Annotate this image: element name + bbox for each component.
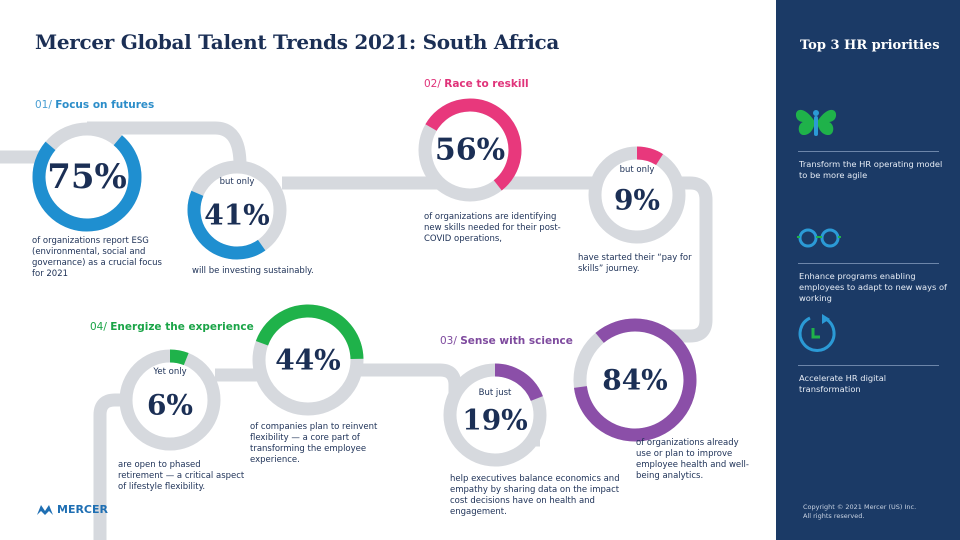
ring-progress-arc: [443, 363, 547, 467]
stat-description: of companies plan to reinvent flexibilit…: [250, 422, 378, 465]
priority-3-text: Accelerate HR digital transformation: [799, 373, 887, 394]
mercer-logo: MERCER: [37, 503, 108, 516]
section-01-heading: 01/ Focus on futures: [35, 99, 154, 111]
section-label: Race to reskill: [444, 78, 529, 90]
stat-description: help executives balance economics and em…: [450, 474, 620, 517]
stat-percent: 9%: [613, 183, 661, 217]
divider: [798, 263, 939, 264]
stat-description: will be investing sustainably.: [192, 266, 314, 276]
stat-description: are open to phased retirement — a critic…: [118, 460, 245, 492]
section-number: 03/: [440, 335, 457, 347]
ring-progress-arc: [32, 122, 142, 232]
stat-description: have started their “pay for skills” jour…: [578, 253, 692, 274]
divider: [798, 365, 939, 366]
section-03-heading: 03/ Sense with science: [440, 335, 573, 347]
copyright-line: All rights reserved.: [803, 512, 865, 520]
stat-percent: 19%: [462, 403, 528, 437]
stat-percent: 56%: [434, 132, 506, 168]
mercer-logo-icon: [37, 504, 53, 515]
page-title: Mercer Global Talent Trends 2021: South …: [35, 30, 560, 54]
ring-progress-arc: [187, 160, 287, 260]
stat-prefix: but only: [219, 177, 255, 187]
stat-percent: 84%: [602, 363, 668, 397]
stat-percent: 6%: [146, 388, 194, 422]
stat-percent: 41%: [204, 198, 270, 232]
clock-refresh-icon: [798, 314, 836, 352]
hr-priorities-panel: Top 3 HR priorities Transform the HR ope…: [776, 0, 960, 540]
divider: [798, 151, 939, 152]
priority-2-text: Enhance programs enabling employees to a…: [799, 271, 947, 303]
path-graphic: [0, 98, 713, 540]
ring-progress-arc: [418, 98, 522, 202]
stat-description: of organizations are identifying new ski…: [424, 212, 561, 244]
copyright-line: Copyright © 2021 Mercer (US) Inc.: [803, 503, 917, 511]
copyright: Copyright © 2021 Mercer (US) Inc. All rig…: [803, 503, 916, 521]
section-02-heading: 02/ Race to reskill: [424, 78, 529, 90]
section-label: Focus on futures: [55, 99, 155, 111]
section-04-heading: 04/ Energize the experience: [90, 321, 254, 333]
logo-text: MERCER: [57, 503, 108, 516]
ring-progress-arc: [588, 146, 686, 244]
section-number: 01/: [35, 99, 52, 111]
stat-prefix: But just: [478, 388, 512, 398]
priority-1-text: Transform the HR operating model to be m…: [799, 159, 943, 180]
stat-description: of organizations report ESG (environment…: [32, 236, 162, 279]
butterfly-icon: [795, 109, 837, 136]
glasses-icon: [797, 228, 841, 248]
stat-percent: 44%: [275, 343, 341, 377]
ring-progress-arc: [119, 349, 221, 451]
section-label: Energize the experience: [110, 321, 254, 333]
stat-prefix: Yet only: [153, 367, 187, 377]
stat-prefix: but only: [619, 165, 655, 175]
stat-percent: 75%: [47, 157, 127, 197]
ring-progress-arc: [573, 318, 697, 442]
stat-description: of organizations already use or plan to …: [636, 438, 749, 481]
section-label: Sense with science: [460, 335, 573, 347]
section-number: 02/: [424, 78, 441, 90]
section-number: 04/: [90, 321, 107, 333]
panel-title: Top 3 HR priorities: [800, 38, 940, 53]
